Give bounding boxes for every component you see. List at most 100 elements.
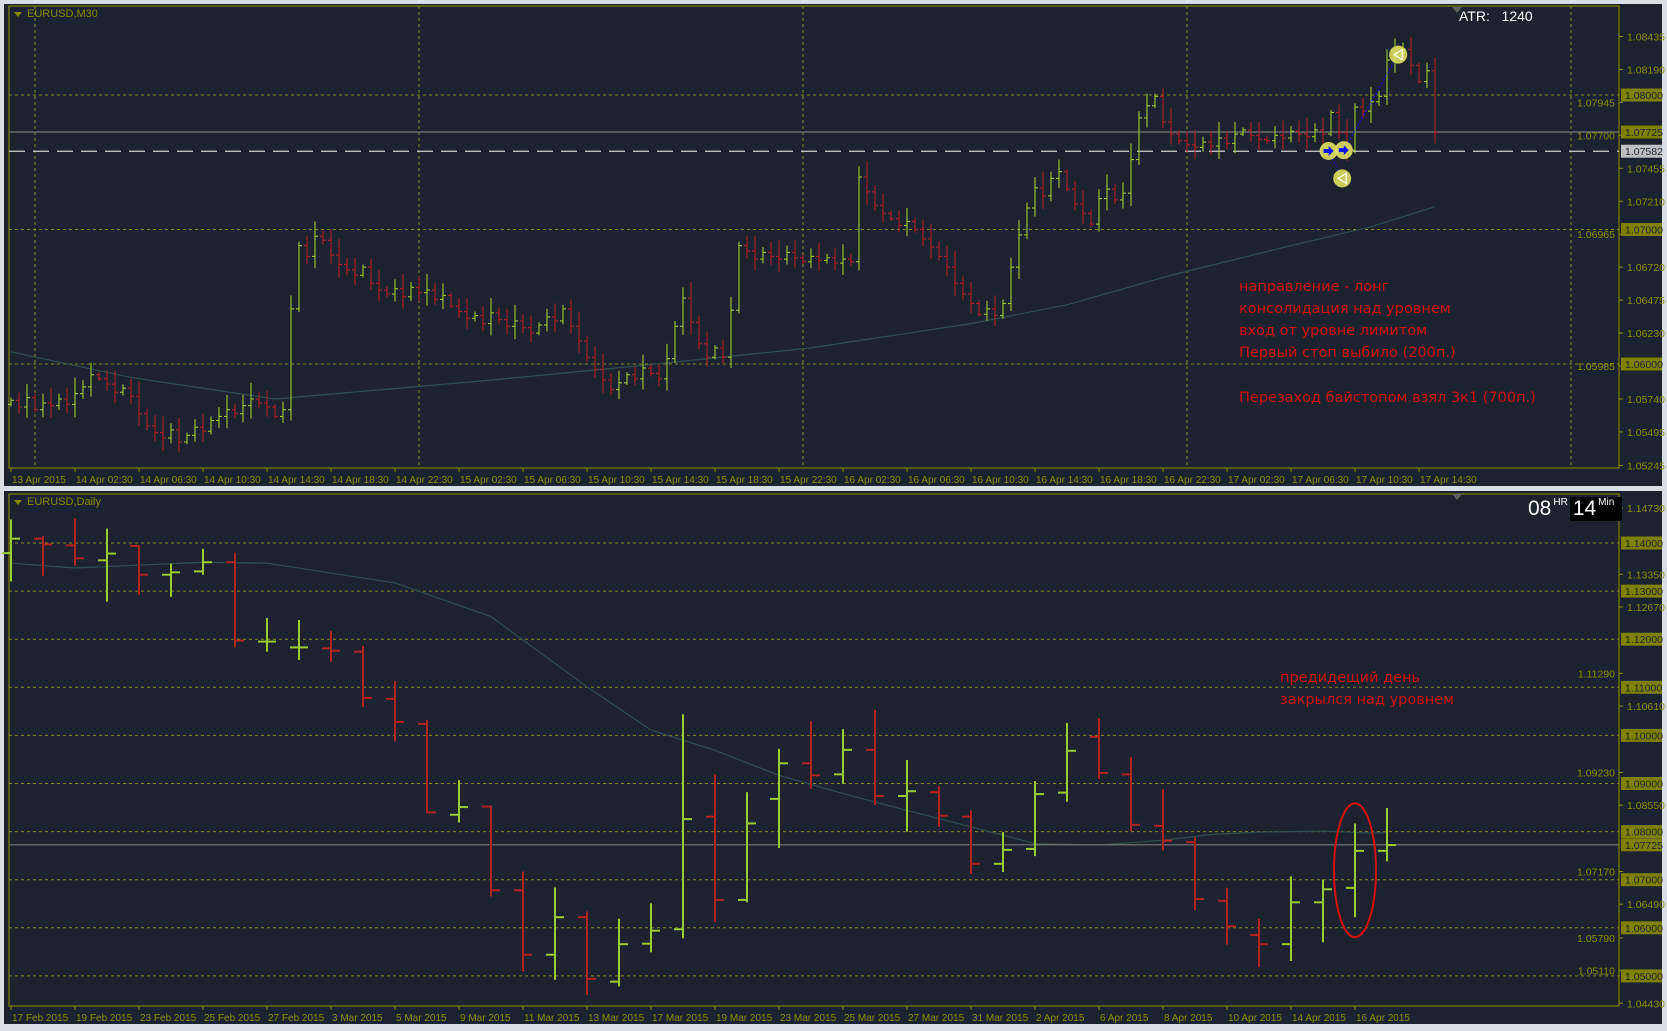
level-price-box	[1621, 632, 1662, 646]
ohlc-bar	[866, 709, 884, 806]
ohlc-bar	[256, 392, 262, 409]
ohlc-bar	[736, 241, 742, 314]
ohlc-bar	[136, 381, 142, 426]
chart-panel	[4, 491, 1662, 1024]
level-price-label: 1.14000	[1625, 538, 1663, 550]
ohlc-bar	[552, 303, 558, 332]
ohlc-bar	[872, 185, 878, 211]
ohlc-bar	[968, 281, 974, 314]
price-tick-label: 1.11290	[1578, 668, 1615, 680]
ohlc-bar	[472, 311, 478, 322]
time-tick-label: 14 Apr 02:30	[76, 475, 133, 486]
top-chart-symbol-label[interactable]: EURUSD,M30	[14, 8, 98, 20]
ohlc-bar	[354, 645, 372, 708]
ohlc-bar	[386, 681, 404, 742]
time-tick-label: 31 Mar 2015	[972, 1013, 1029, 1024]
level-price-label: 1.09000	[1625, 779, 1663, 791]
level-price-box	[1621, 88, 1662, 102]
ohlc-bar	[1296, 120, 1302, 143]
price-tick-label: 1.10610	[1627, 701, 1665, 713]
ohlc-bar	[320, 230, 326, 245]
level-price-label: 1.11000	[1625, 682, 1662, 694]
bottom-chart-symbol-label[interactable]: EURUSD,Daily	[14, 496, 101, 508]
time-tick-label: 16 Apr 2015	[1356, 1013, 1410, 1024]
chart-shift-marker-icon	[1452, 494, 1462, 500]
ohlc-bar	[1088, 209, 1094, 228]
ohlc-bar	[2, 519, 20, 582]
ohlc-bar	[536, 322, 542, 336]
time-tick-label: 17 Apr 02:30	[1228, 475, 1285, 486]
ohlc-bar	[1416, 62, 1422, 84]
level-price-label: 1.06000	[1625, 359, 1663, 371]
ohlc-bar	[66, 518, 84, 566]
ohlc-bar	[664, 343, 670, 391]
time-tick-label: 16 Apr 02:30	[844, 475, 901, 486]
ohlc-bar	[808, 248, 814, 269]
ohlc-bar	[162, 563, 180, 597]
time-tick-label: 13 Apr 2015	[12, 475, 66, 486]
symbol-text: EURUSD,M30	[27, 8, 98, 20]
ohlc-bar	[864, 160, 870, 205]
ohlc-bar	[1160, 88, 1166, 129]
time-tick-label: 2 Apr 2015	[1036, 1013, 1085, 1024]
time-tick-label: 23 Feb 2015	[140, 1013, 197, 1024]
ohlc-bar	[1104, 174, 1110, 211]
ohlc-bar	[200, 413, 206, 443]
ohlc-bar	[384, 285, 390, 298]
ohlc-bar	[88, 362, 94, 397]
ohlc-bar	[312, 221, 318, 269]
ohlc-bar	[240, 394, 246, 423]
ohlc-bar	[640, 354, 646, 390]
ohlc-bar	[1288, 125, 1294, 143]
time-tick-label: 14 Apr 22:30	[396, 475, 453, 486]
time-tick-label: 16 Apr 22:30	[1164, 475, 1221, 486]
ohlc-bar	[512, 304, 518, 340]
ohlc-bar	[928, 224, 934, 259]
ohlc-bar	[416, 276, 422, 302]
ohlc-bar	[632, 366, 638, 386]
ohlc-bar	[832, 248, 838, 271]
time-tick-label: 14 Apr 10:30	[204, 475, 261, 486]
ohlc-bar	[322, 631, 340, 662]
price-tick-label: 1.04430	[1627, 998, 1665, 1010]
buy-arrow-icon	[1323, 145, 1334, 156]
time-tick-label: 15 Apr 02:30	[460, 475, 517, 486]
ohlc-bar	[1328, 109, 1334, 137]
ohlc-bar	[296, 241, 302, 313]
price-tick-label: 1.07210	[1627, 196, 1665, 208]
ohlc-bar	[744, 236, 750, 259]
ohlc-bar	[1122, 757, 1140, 832]
trade-exit-marker	[1389, 45, 1408, 64]
time-tick-label: 17 Apr 10:30	[1356, 475, 1413, 486]
time-tick-label: 10 Apr 2015	[1228, 1013, 1282, 1024]
ohlc-bar	[392, 279, 398, 302]
current-price-label: 1.07725	[1625, 127, 1663, 139]
ohlc-bar	[1026, 781, 1044, 857]
ohlc-bar	[712, 345, 718, 360]
annotation-line: Перезаход байстопом взял 3к1 (700п.)	[1239, 390, 1536, 406]
ohlc-bar	[568, 299, 574, 334]
time-tick-label: 17 Mar 2015	[652, 1013, 709, 1024]
ohlc-bar	[600, 353, 606, 394]
atr-value: 1240	[1501, 8, 1533, 24]
timer-hours: 08	[1528, 497, 1552, 520]
ohlc-bar	[34, 535, 52, 576]
level-price-box	[1621, 584, 1662, 598]
level-price-box	[1621, 536, 1662, 550]
ohlc-bar	[1208, 131, 1214, 155]
atr-label: ATR:	[1459, 8, 1490, 24]
time-tick-label: 19 Mar 2015	[716, 1013, 773, 1024]
dropdown-triangle-icon[interactable]	[14, 11, 22, 17]
top-annotation: направление - лонг консолидация над уров…	[1239, 276, 1536, 409]
dropdown-triangle-icon[interactable]	[14, 499, 22, 505]
ohlc-bar	[360, 264, 366, 278]
time-tick-label: 14 Apr 14:30	[268, 475, 325, 486]
ohlc-bar	[1280, 120, 1286, 150]
current-price-box	[1621, 125, 1662, 139]
buy-arrow-icon	[1338, 145, 1349, 156]
ohlc-bar	[8, 397, 14, 407]
ohlc-bar	[192, 419, 198, 442]
ohlc-bar	[656, 364, 662, 387]
ohlc-bar	[120, 384, 126, 396]
price-tick-label: 1.08435	[1627, 31, 1665, 43]
